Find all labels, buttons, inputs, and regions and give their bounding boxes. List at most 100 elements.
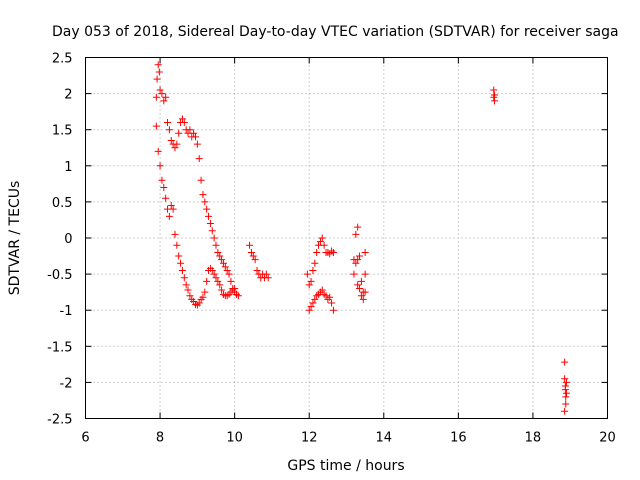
y-tick-label: -2 [60, 376, 73, 391]
data-point [184, 286, 192, 294]
x-tick-label: 6 [81, 431, 89, 446]
data-point [167, 137, 175, 145]
data-point [303, 270, 311, 278]
y-tick-label: 2 [64, 88, 72, 103]
data-point [156, 162, 164, 170]
data-point [162, 93, 170, 101]
data-point [227, 277, 235, 285]
y-tick-label: -2.5 [47, 413, 72, 428]
data-point [223, 292, 231, 300]
data-point [160, 183, 168, 191]
x-axis-title: GPS time / hours [287, 458, 404, 474]
data-point [234, 292, 242, 300]
data-point [225, 270, 233, 278]
data-point [214, 277, 222, 285]
data-point [199, 293, 207, 301]
series-arc-C [246, 241, 272, 282]
series-arc-A [152, 61, 242, 300]
y-tick-label: 0 [64, 232, 72, 247]
data-point [246, 241, 254, 249]
data-point [354, 281, 362, 289]
data-point [212, 241, 220, 249]
data-point [201, 288, 209, 296]
data-point [156, 86, 164, 94]
grid [85, 57, 608, 419]
data-point [352, 230, 360, 238]
tick-labels: 6 8 10 12 14 16 18 20 -2.5 -2 -1.5 -1 -0.5 0 0.5 1 1.5 2 2… [47, 52, 616, 446]
data-point [160, 97, 168, 105]
data-point [350, 270, 358, 278]
data-points [152, 61, 570, 415]
series-arc-E [305, 286, 337, 314]
data-point [356, 285, 364, 293]
x-tick-label: 16 [450, 431, 467, 446]
data-point [491, 91, 499, 99]
data-point [316, 238, 324, 246]
data-point [182, 281, 190, 289]
data-point [210, 270, 218, 278]
data-point [359, 295, 367, 303]
data-point [357, 277, 365, 285]
data-point [354, 223, 362, 231]
chart-title: Day 053 of 2018, Sidereal Day-to-day VTE… [52, 24, 619, 40]
data-point [313, 248, 321, 256]
data-point [305, 306, 313, 314]
data-point [320, 241, 328, 249]
x-tick-label: 18 [525, 431, 542, 446]
data-point [218, 256, 226, 264]
data-point [350, 256, 358, 264]
y-tick-label: 0.5 [52, 196, 73, 211]
data-point [216, 252, 224, 260]
y-tick-label: -1 [60, 304, 73, 319]
data-point [155, 68, 163, 76]
data-point [249, 252, 257, 260]
data-point [490, 86, 498, 94]
data-point [309, 299, 317, 307]
data-point [214, 248, 222, 256]
x-tick-label: 8 [156, 431, 164, 446]
data-point [251, 256, 259, 264]
data-point [561, 375, 569, 383]
y-axis-title: SDTVAR / TECUs [7, 181, 23, 296]
data-point [305, 281, 313, 289]
data-point [307, 277, 315, 285]
data-point [173, 241, 181, 249]
x-tick-label: 20 [599, 431, 616, 446]
data-point [158, 90, 166, 98]
x-tick-label: 14 [376, 431, 393, 446]
data-point [264, 274, 272, 282]
data-point [562, 378, 570, 386]
data-point [329, 248, 337, 256]
data-point [173, 140, 181, 148]
data-point [218, 286, 226, 294]
data-point [152, 122, 160, 130]
data-point [167, 202, 175, 210]
data-point [154, 147, 162, 155]
data-point [175, 129, 183, 137]
data-point [186, 292, 194, 300]
data-point [231, 285, 239, 293]
plot-frame [85, 57, 608, 419]
data-point [195, 155, 203, 163]
data-point [186, 126, 194, 134]
data-point [175, 252, 183, 260]
data-point [561, 407, 569, 415]
data-point [562, 400, 570, 408]
data-point [318, 286, 326, 294]
data-point [561, 386, 569, 394]
series-arc-B [152, 122, 239, 309]
y-tick-label: 1 [64, 160, 72, 175]
data-point [178, 115, 186, 123]
data-point [206, 220, 214, 228]
data-point [223, 266, 231, 274]
y-tick-label: 2.5 [52, 52, 73, 67]
data-point [361, 288, 369, 296]
series-arc-H [490, 86, 499, 105]
data-point [199, 191, 207, 199]
data-point [165, 212, 173, 220]
data-point [197, 176, 205, 184]
data-point [212, 274, 220, 282]
data-point [210, 234, 218, 242]
data-point [561, 358, 569, 366]
data-point [180, 118, 188, 126]
